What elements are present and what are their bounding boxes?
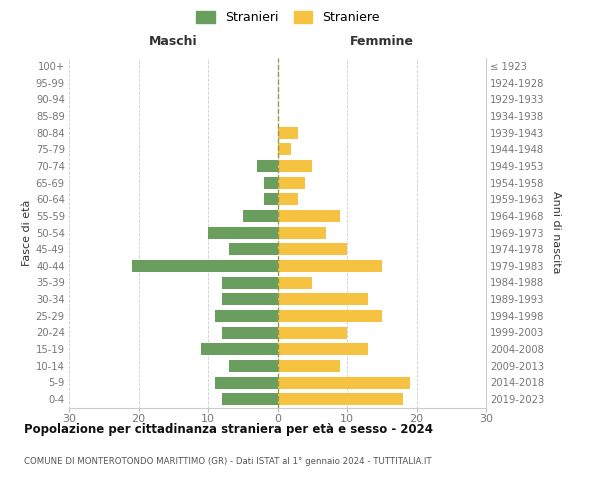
- Bar: [277, 326, 347, 338]
- Bar: [277, 176, 305, 188]
- Bar: [201, 343, 277, 355]
- Bar: [277, 376, 410, 388]
- Bar: [277, 160, 312, 172]
- Bar: [277, 310, 382, 322]
- Bar: [277, 276, 312, 288]
- Bar: [222, 276, 277, 288]
- Bar: [277, 193, 298, 205]
- Bar: [215, 376, 277, 388]
- Bar: [243, 210, 277, 222]
- Text: Maschi: Maschi: [149, 34, 197, 48]
- Bar: [222, 326, 277, 338]
- Y-axis label: Fasce di età: Fasce di età: [22, 200, 32, 266]
- Bar: [277, 293, 368, 305]
- Bar: [277, 210, 340, 222]
- Legend: Stranieri, Straniere: Stranieri, Straniere: [191, 6, 385, 29]
- Bar: [208, 226, 277, 238]
- Text: COMUNE DI MONTEROTONDO MARITTIMO (GR) - Dati ISTAT al 1° gennaio 2024 - TUTTITAL: COMUNE DI MONTEROTONDO MARITTIMO (GR) - …: [24, 458, 431, 466]
- Bar: [215, 310, 277, 322]
- Bar: [277, 243, 347, 255]
- Y-axis label: Anni di nascita: Anni di nascita: [551, 191, 562, 274]
- Bar: [277, 260, 382, 272]
- Bar: [222, 293, 277, 305]
- Bar: [277, 343, 368, 355]
- Text: Popolazione per cittadinanza straniera per età e sesso - 2024: Popolazione per cittadinanza straniera p…: [24, 422, 433, 436]
- Text: Femmine: Femmine: [350, 34, 414, 48]
- Bar: [277, 360, 340, 372]
- Bar: [222, 393, 277, 405]
- Bar: [257, 160, 277, 172]
- Bar: [277, 393, 403, 405]
- Bar: [131, 260, 277, 272]
- Bar: [263, 176, 277, 188]
- Bar: [229, 360, 277, 372]
- Bar: [263, 193, 277, 205]
- Bar: [277, 226, 326, 238]
- Bar: [277, 143, 292, 155]
- Bar: [277, 126, 298, 138]
- Bar: [229, 243, 277, 255]
